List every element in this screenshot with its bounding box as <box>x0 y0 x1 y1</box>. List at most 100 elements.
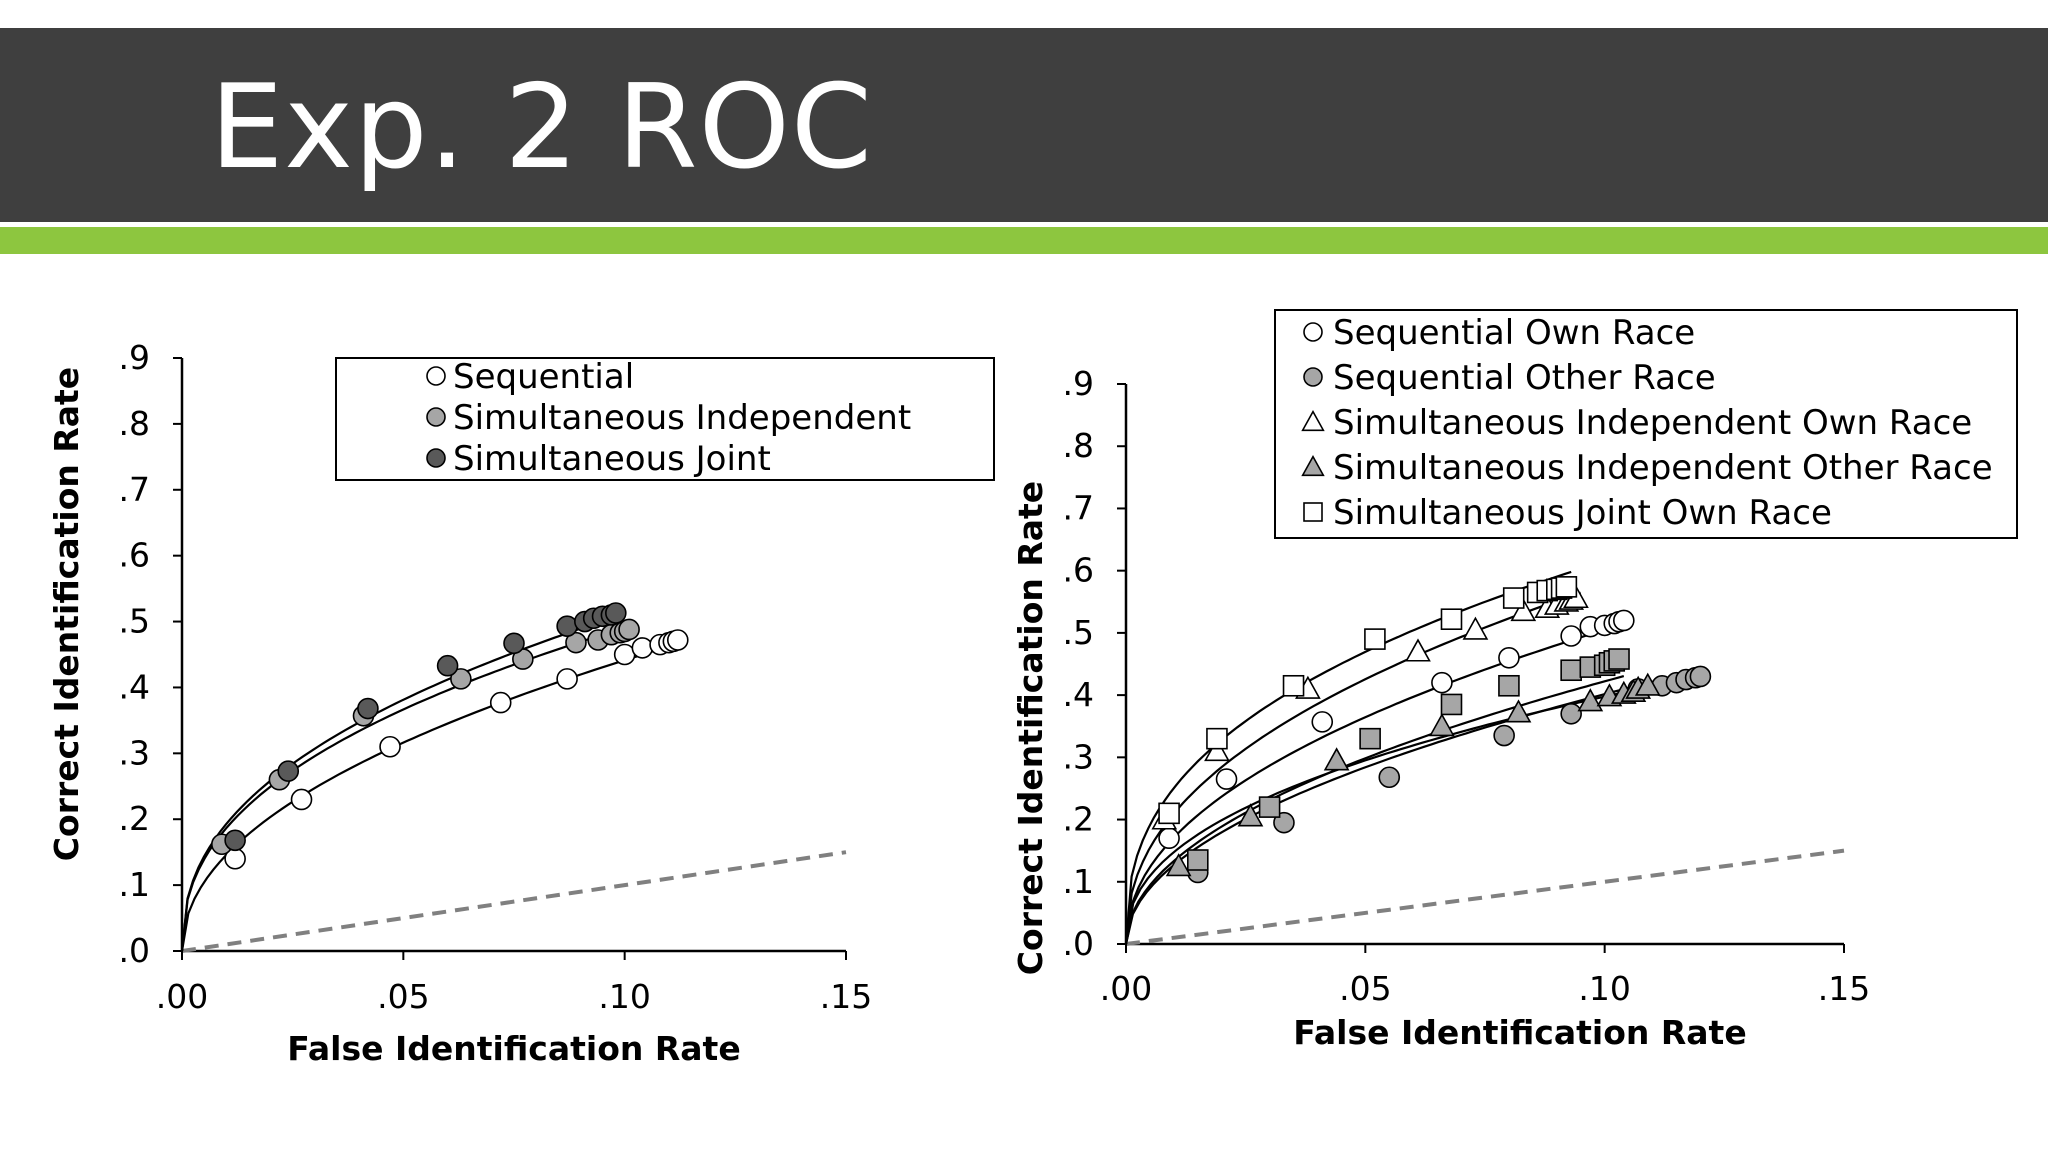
chart-left-data-point <box>290 788 313 811</box>
chart-right-y-tick-label: .2 <box>1063 800 1095 839</box>
chart-right-data-point <box>1440 693 1463 716</box>
chart-right-data-point <box>1378 766 1401 789</box>
chart-right-data-point <box>1215 768 1238 790</box>
chart-right-data-point <box>1560 625 1582 647</box>
slide-title: Exp. 2 ROC <box>210 60 873 195</box>
chart-right-legend-label: Simultaneous Joint Own Race <box>1333 493 1832 533</box>
chart-right-data-point <box>1560 659 1582 682</box>
chart-right-legend-label: Sequential Own Race <box>1333 313 1695 353</box>
chart-left-x-tick-label: .15 <box>820 977 872 1016</box>
chart-right-y-tick-label: .5 <box>1063 613 1095 652</box>
chart-left-chance-line <box>181 850 847 953</box>
chart-right: .00 .05 .10 .15 .0 .1 .2 .3 .4 .5 .6 .7 .8 .9 Sequen… <box>1011 309 2018 1052</box>
chart-right-data-point <box>1555 576 1578 598</box>
chart-right-x-tick-label: .05 <box>1339 969 1391 1008</box>
chart-left-data-point <box>631 637 654 659</box>
chart-left-data-point <box>556 615 578 637</box>
chart-right-data-point <box>1204 737 1230 762</box>
chart-right-legend-label: Simultaneous Independent Own Race <box>1333 403 1972 443</box>
chart-left-x-axis-title: False Identification Rate <box>287 1029 740 1068</box>
chart-right-y-axis-title: Correct Identification Rate <box>1011 481 1050 975</box>
chart-left-y-tick-label: .7 <box>119 470 151 509</box>
chart-right-data-point <box>1689 665 1712 688</box>
chart-right-legend-marker <box>1301 410 1325 432</box>
chart-right-data-point <box>1462 616 1489 640</box>
chart-right-data-point <box>1282 674 1305 697</box>
chart-right-data-point <box>1613 609 1635 632</box>
chart-right-y-tick-label: .8 <box>1063 426 1095 465</box>
chart-right-y-tick-label: .9 <box>1063 364 1095 403</box>
chart-left-data-point <box>277 760 300 782</box>
chart-left-y-axis-title: Correct Identification Rate <box>47 367 86 861</box>
chart-right-fit-curve <box>1124 675 1625 945</box>
chart-right-data-point <box>1560 702 1582 725</box>
chart-right-data-point <box>1431 671 1453 694</box>
chart-left-y-tick-label: .1 <box>119 865 151 904</box>
chart-left-legend-box <box>335 357 995 481</box>
chart-left-x-tick-label: .00 <box>156 977 208 1016</box>
chart-left-data-point <box>605 602 627 624</box>
chart-left-data-point <box>224 829 246 852</box>
chart-right-fit-curve <box>1124 570 1572 945</box>
chart-right-fit-curve <box>1124 591 1582 945</box>
chart-right-x-axis-title: False Identification Rate <box>1293 1013 1746 1052</box>
chart-left-legend-marker <box>426 448 446 468</box>
chart-left-y-tick-label: .0 <box>119 931 151 970</box>
chart-left-fit-curve <box>180 625 630 952</box>
chart-right-data-point <box>1206 727 1228 750</box>
chart-left-x-tick-label: .05 <box>377 977 429 1016</box>
chart-right-data-point <box>1165 853 1192 877</box>
chart-left-x-tick-label: .10 <box>598 977 650 1016</box>
chart-right-x-tick-label: .10 <box>1578 969 1630 1008</box>
chart-left-legend-label: Simultaneous Independent <box>453 398 911 438</box>
chart-left-y-tick-label: .9 <box>119 338 151 377</box>
chart-left-fit-curve <box>180 641 683 952</box>
chart-left-y-tick-label: .2 <box>119 799 151 838</box>
chart-right-data-point <box>1187 849 1209 871</box>
chart-right-data-point <box>1608 648 1630 670</box>
chart-left-data-point <box>489 691 512 714</box>
chart-right-y-tick-label: .0 <box>1063 924 1095 963</box>
chart-left-data-point <box>436 654 459 677</box>
chart-left-data-point <box>618 618 640 641</box>
chart-left-data-point <box>357 697 379 720</box>
chart-right-data-point <box>1429 713 1455 737</box>
chart-right-y-tick-label: .6 <box>1063 551 1095 590</box>
chart-right-data-point <box>1498 646 1520 669</box>
chart-right-data-point <box>1440 608 1463 631</box>
chart-right-data-point <box>1493 724 1515 747</box>
chart-right-y-tick-label: .7 <box>1063 488 1095 527</box>
chart-right-legend-box <box>1274 309 2018 539</box>
chart-left-data-point <box>503 632 525 655</box>
chart-right-data-point <box>1505 699 1532 723</box>
chart-right-data-point <box>1158 802 1180 825</box>
chart-right-data-point <box>1364 628 1386 650</box>
chart-right-fit-curve <box>1124 673 1682 945</box>
chart-left-data-point <box>556 668 578 690</box>
chart-left-legend-marker <box>426 366 446 386</box>
chart-left-data-point <box>666 629 689 651</box>
title-bar <box>0 28 2048 222</box>
chart-right-data-point <box>1634 672 1661 696</box>
chart-right-legend-label: Sequential Other Race <box>1333 358 1716 398</box>
chart-right-data-point <box>1498 674 1520 697</box>
chart-left-data-point <box>450 668 472 690</box>
chart-right-y-tick-label: .1 <box>1063 862 1095 901</box>
chart-right-data-point <box>1237 803 1264 827</box>
chart-right-x-tick-label: .00 <box>1100 969 1152 1008</box>
chart-left-y-tick-label: .8 <box>119 404 151 443</box>
chart-left-data-point <box>379 735 401 758</box>
chart-right-data-point <box>1158 827 1180 850</box>
chart-left-legend-label: Simultaneous Joint <box>453 439 771 479</box>
chart-right-data-point <box>1577 688 1604 712</box>
chart-right-legend-label: Simultaneous Independent Other Race <box>1333 448 1993 488</box>
chart-right-data-point <box>1258 796 1281 818</box>
chart-left-y-tick-label: .4 <box>119 667 151 706</box>
chart-right-fit-curve <box>1124 621 1629 945</box>
chart-right-legend-marker <box>1301 455 1325 477</box>
chart-right-x-tick-label: .15 <box>1818 969 1870 1008</box>
chart-left-legend-marker <box>426 407 446 427</box>
chart-right-data-point <box>1311 711 1334 733</box>
chart-right-data-point <box>1359 727 1381 750</box>
